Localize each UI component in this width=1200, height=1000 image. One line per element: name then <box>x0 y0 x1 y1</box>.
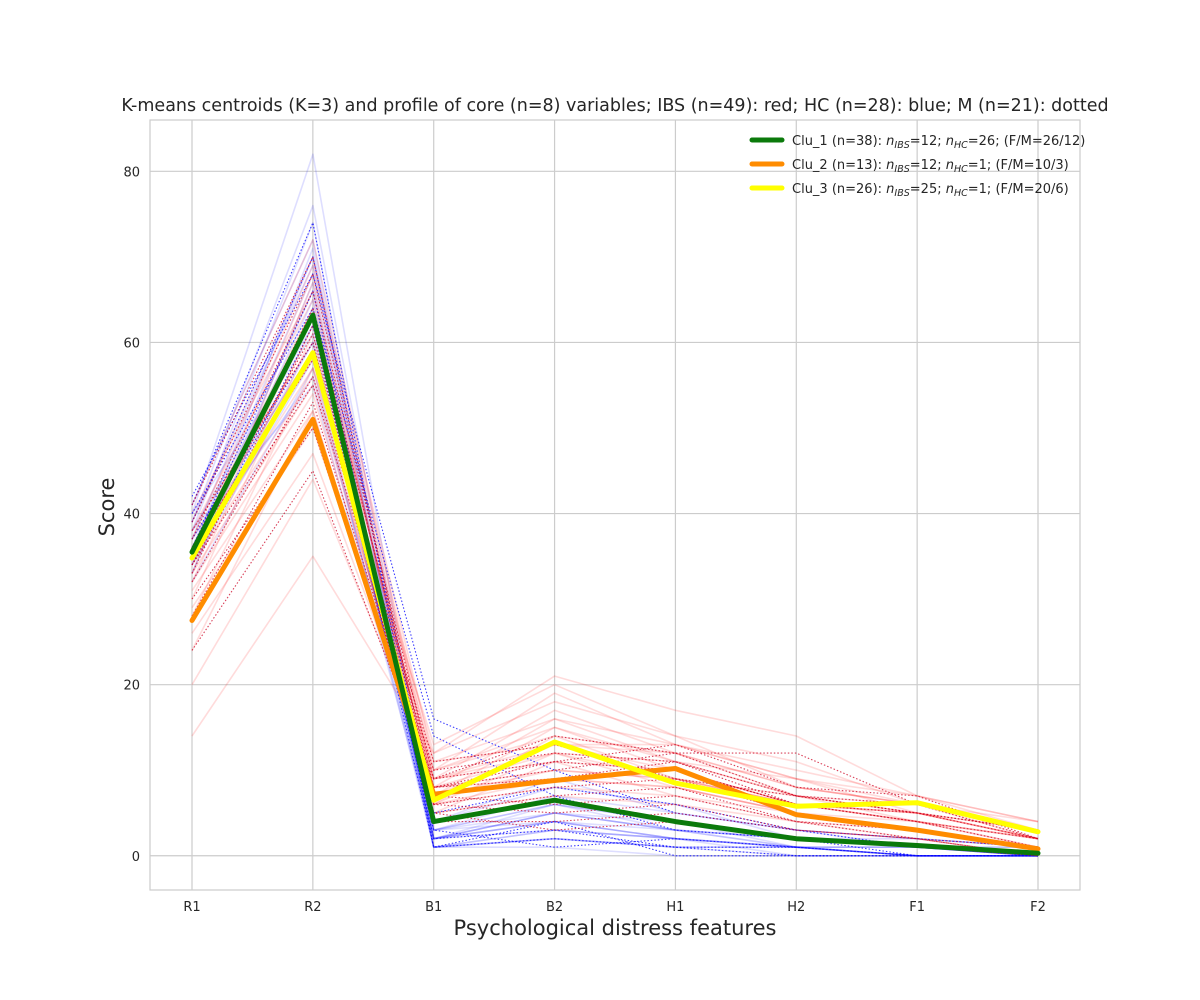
y-tick-labels: 0 20 40 60 80 <box>123 165 140 864</box>
hc-profile-line-3 <box>191 221 1039 857</box>
ibs-profile-line-23 <box>191 239 1039 840</box>
clu-2-centroid-line <box>189 416 1041 852</box>
x-axis-label: Psychological distress features <box>454 916 777 940</box>
clu-1-legend-label: Clu_1 (n=38): nIBS=12; nHC=26; (F/M=26/1… <box>792 134 1085 151</box>
clu-3-legend-label: Clu_3 (n=26): nIBS=25; nHC=1; (F/M=20/6) <box>792 182 1069 199</box>
x-tick-b1: B1 <box>425 900 442 915</box>
clu-3-centroid-line <box>189 350 1041 835</box>
ibs-profile-line-8 <box>191 375 1039 848</box>
ibs-profile-line-22 <box>191 256 1039 823</box>
hc-dotted-profile-line-2 <box>191 307 1038 857</box>
y-tick-40: 40 <box>123 508 140 523</box>
legend: Clu_1 (n=38): nIBS=12; nHC=26; (F/M=26/1… <box>749 134 1085 199</box>
hc-dotted-profile-line-7 <box>191 222 1038 857</box>
y-tick-0: 0 <box>132 850 140 865</box>
ibs-profile-line-2 <box>191 478 1039 831</box>
centroid-lines <box>189 312 1041 856</box>
y-tick-60: 60 <box>123 336 140 351</box>
x-tick-b2: B2 <box>546 900 563 915</box>
x-tick-h1: H1 <box>666 900 684 915</box>
x-tick-h2: H2 <box>787 900 805 915</box>
x-tick-f1: F1 <box>909 900 925 915</box>
plot-frame <box>149 119 1081 891</box>
x-tick-f2: F2 <box>1030 900 1046 915</box>
x-tick-r1: R1 <box>183 900 200 915</box>
y-tick-20: 20 <box>123 679 140 694</box>
ibs-dotted-profile-line-10 <box>191 256 1039 857</box>
ibs-dotted-profile-line-3 <box>191 384 1039 840</box>
y-axis-label: Score <box>95 478 119 537</box>
ibs-dotted-profile-line-14 <box>191 401 1039 831</box>
grid <box>150 120 1080 890</box>
clu-1-centroid-line <box>189 312 1041 856</box>
x-tick-labels: R1 R2 B1 B2 H1 H2 F1 F2 <box>183 900 1046 915</box>
ibs-profile-line-1 <box>191 555 1039 823</box>
hc-dotted-profile-line-5 <box>191 290 1038 857</box>
y-tick-80: 80 <box>123 165 140 180</box>
x-tick-r2: R2 <box>304 900 321 915</box>
clu-2-legend-label: Clu_2 (n=13): nIBS=12; nHC=1; (F/M=10/3) <box>792 158 1069 175</box>
chart-title: K-means centroids (K=3) and profile of c… <box>121 96 1108 116</box>
